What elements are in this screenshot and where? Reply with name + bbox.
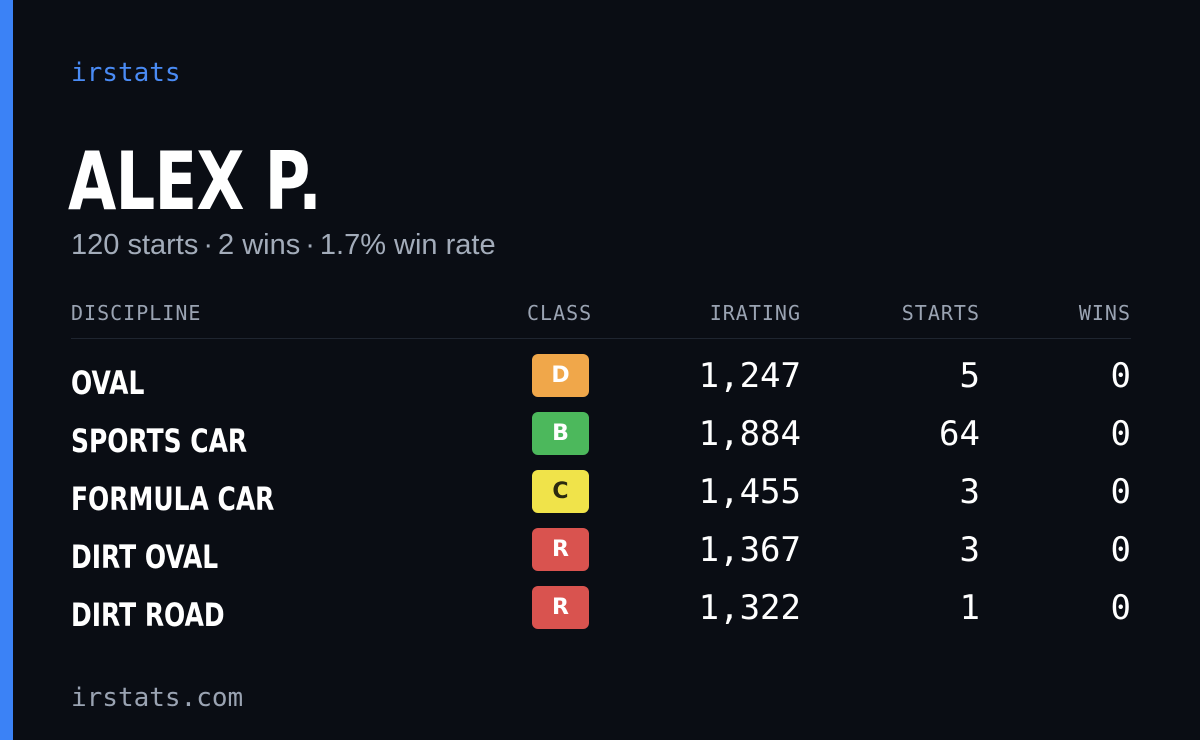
- table-row: DIRT ROAD R 1,322 1 0: [71, 584, 1131, 642]
- accent-bar: [0, 0, 13, 740]
- starts-value: 3: [959, 530, 980, 570]
- wins-value: 0: [1110, 530, 1131, 570]
- discipline-name: DIRT OVAL: [71, 538, 219, 576]
- wins-value: 0: [1110, 356, 1131, 396]
- wins-value: 0: [1110, 588, 1131, 628]
- summary-win-rate: 1.7% win rate: [319, 229, 496, 261]
- wins-value: 0: [1110, 414, 1131, 454]
- discipline-name: OVAL: [71, 364, 145, 402]
- starts-value: 64: [939, 414, 980, 454]
- discipline-table: OVAL D 1,247 5 0 SPORTS CAR B 1,884 64 0…: [71, 352, 1131, 642]
- header-class: CLASS: [527, 301, 593, 325]
- starts-value: 3: [959, 472, 980, 512]
- starts-value: 5: [959, 356, 980, 396]
- header-wins: WINS: [1078, 301, 1131, 325]
- footer-url[interactable]: irstats.com: [71, 683, 244, 713]
- table-row: SPORTS CAR B 1,884 64 0: [71, 410, 1131, 468]
- header-irating: IRATING: [709, 301, 801, 325]
- summary-separator: ·: [203, 229, 214, 261]
- header-starts: STARTS: [901, 301, 980, 325]
- summary-wins: 2 wins: [218, 229, 301, 261]
- header-discipline: DISCIPLINE: [71, 301, 202, 325]
- discipline-name: FORMULA CAR: [71, 480, 275, 518]
- table-row: OVAL D 1,247 5 0: [71, 352, 1131, 410]
- brand-logo: irstats: [71, 58, 181, 88]
- wins-value: 0: [1110, 472, 1131, 512]
- table-header: DISCIPLINE CLASS IRATING STARTS WINS: [71, 298, 1131, 339]
- irating-value: 1,884: [698, 414, 801, 454]
- discipline-name: DIRT ROAD: [71, 596, 225, 634]
- class-badge: D: [532, 354, 589, 397]
- table-row: FORMULA CAR C 1,455 3 0: [71, 468, 1131, 526]
- starts-value: 1: [959, 588, 980, 628]
- driver-name: ALEX P.: [68, 135, 322, 228]
- irating-value: 1,367: [698, 530, 801, 570]
- class-badge: C: [532, 470, 589, 513]
- class-badge: R: [532, 528, 589, 571]
- summary-starts: 120 starts: [71, 229, 199, 261]
- summary-separator: ·: [305, 229, 315, 261]
- irating-value: 1,455: [698, 472, 801, 512]
- class-badge: R: [532, 586, 589, 629]
- irating-value: 1,247: [698, 356, 801, 396]
- driver-summary: 120 starts · 2 wins · 1.7% win rate: [71, 226, 496, 264]
- irating-value: 1,322: [698, 588, 801, 628]
- discipline-name: SPORTS CAR: [71, 422, 248, 460]
- table-row: DIRT OVAL R 1,367 3 0: [71, 526, 1131, 584]
- class-badge: B: [532, 412, 589, 455]
